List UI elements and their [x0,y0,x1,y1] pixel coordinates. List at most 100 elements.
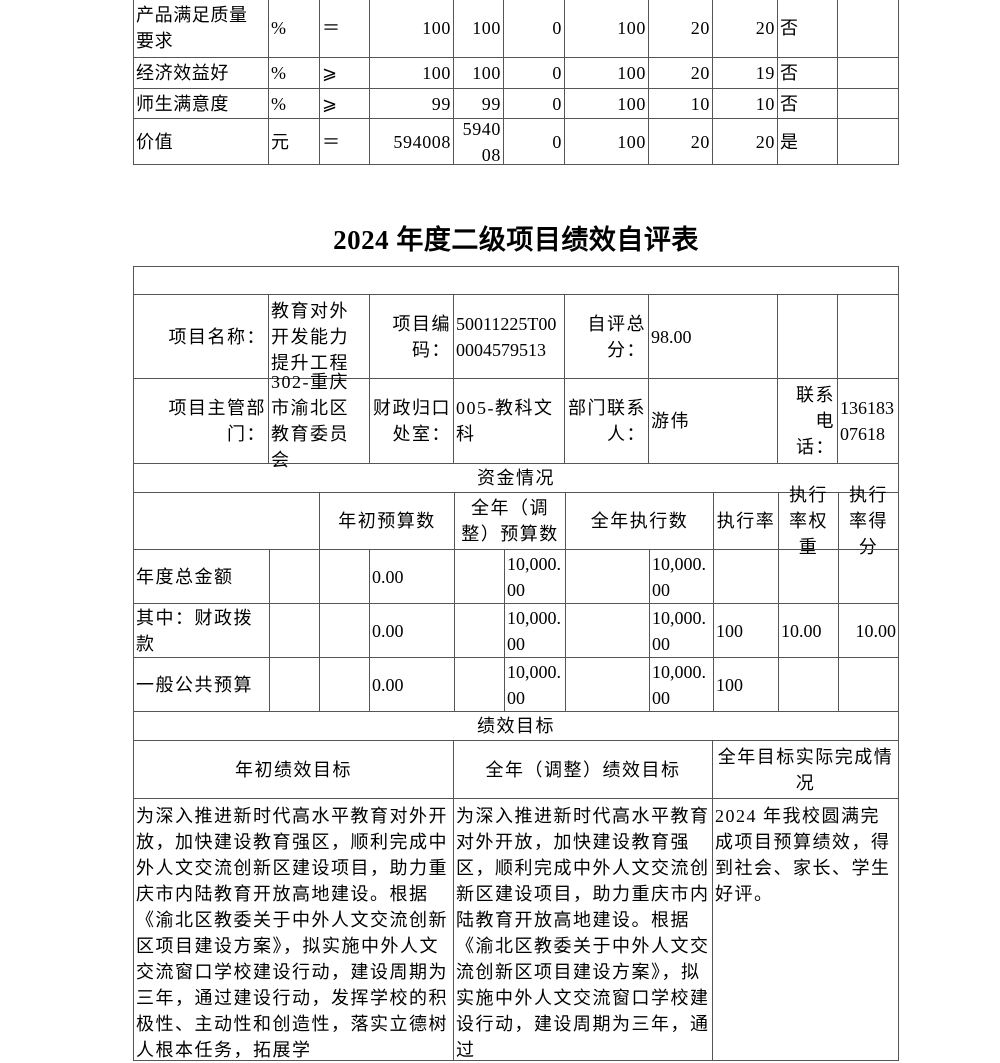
indicator-target-cell-text: 100 [422,63,451,83]
goals-header-cell: 全年目标实际完成情况 [712,740,899,799]
funds-initial-cell: 0.00 [369,549,455,604]
project-phone-cell-text: 13618307618 [840,398,894,444]
project-score-label-cell: 自评总分： [564,294,649,379]
funds-label-cell: 年度总金额 [133,549,270,604]
funds-executed-cell: 10,000.00 [649,603,714,658]
indicator-flag-cell-text: 否 [780,63,799,83]
indicator-operator-cell: ⩾ [319,88,370,119]
indicator-weight-cell-text: 20 [690,63,710,83]
goals-header-cell-text: 全年目标实际完成情况 [717,746,894,793]
funds-executed-cell: 10,000.00 [649,549,714,604]
funds-executed-cell-text: 10,000.00 [652,553,706,600]
indicator-deviation-cell-text: 0 [552,131,562,152]
indicator-flag-cell-text: 是 [780,131,799,152]
funds-label-cell-text: 其中：财政拨款 [136,607,253,654]
project-finance-label-cell-text: 财政归口处室： [373,398,451,444]
indicator-weight-cell: 20 [648,57,713,89]
indicator-score-cell-text: 19 [755,63,775,83]
project-finance-label-cell: 财政归口处室： [369,378,454,464]
project-finance-cell-text: 005-教科文科 [456,398,554,444]
funds-header-cell-text: 执行率 [716,511,776,531]
indicator-deviation-cell: 0 [503,118,565,165]
funds-initial-cell-text: 0.00 [372,566,404,587]
funds-rate-cell-text: 100 [716,620,743,641]
indicator-flag-cell: 是 [777,118,838,165]
indicator-target-cell: 100 [369,57,454,89]
funds-header-cell-text: 年初预算数 [338,511,436,531]
funds-score-cell: 10.00 [838,603,899,658]
indicator-note-cell [837,57,899,89]
indicator-flag-cell: 否 [777,0,838,58]
indicator-weight-cell: 10 [648,88,713,119]
indicator-target-cell-text: 99 [431,93,451,114]
indicator-indicator-cell: 价值 [133,118,269,165]
funds-empty-cell [565,657,650,712]
indicator-unit-cell: % [268,0,320,58]
indicator-score-cell-text: 20 [755,131,775,152]
project-code-cell: 50011225T000004579513 [453,294,565,379]
indicator-flag-cell: 否 [777,57,838,89]
goals-header-cell-text: 年初绩效目标 [235,759,352,780]
goals-section-title: 绩效目标 [133,711,899,741]
funds-header-cell-text: 执行率权重 [789,485,828,557]
indicator-indicator-cell: 经济效益好 [133,57,269,89]
funds-header-cell: 执行率得分 [838,485,899,557]
project-phone-cell: 13618307618 [837,378,899,464]
funds-adjusted-cell-text: 10,000.00 [507,661,561,708]
indicator-score-cell-text: 20 [755,18,775,38]
indicator-operator-cell: ＝ [319,118,370,165]
funds-header-cell: 执行率 [713,492,779,550]
funds-empty-cell [319,657,370,712]
indicator-note-cell [837,88,899,119]
indicator-flag-cell-text: 否 [780,18,799,38]
funds-empty-cell [454,657,505,712]
indicator-unit-cell-text: % [271,93,287,114]
project-dept-label-cell: 项目主管部门： [133,378,269,464]
funds-executed-cell: 10,000.00 [649,657,714,712]
goals-adjusted-cell: 为深入推进新时代高水平教育对外开放，加快建设教育强区，顺利完成中外人文交流创新区… [453,798,713,1061]
indicator-operator-cell-text: ＝ [322,131,341,152]
goals-header-cell-text: 全年（调整）绩效目标 [485,759,681,780]
funds-weight-cell [778,657,839,712]
indicator-rate-cell-text: 100 [617,63,646,83]
funds-initial-cell: 0.00 [369,657,455,712]
page-title: 2024 年度二级项目绩效自评表 [333,225,699,255]
goals-actual-cell: 2024 年我校圆满完成项目预算绩效，得到社会、家长、学生好评。 [712,798,899,1061]
indicator-target-cell: 594008 [369,118,454,165]
blank-header-row [133,266,899,295]
goals-section-title-text: 绩效目标 [477,716,555,736]
project-phone-label-cell-text: 联系电话： [796,385,835,457]
indicator-deviation-cell: 0 [503,0,565,58]
funds-label-cell-text: 一般公共预算 [136,674,253,695]
funds-header-cell-text: 全年执行数 [590,511,689,531]
project-contact-cell: 游伟 [648,378,778,464]
indicator-actual-cell-text: 100 [472,18,501,38]
indicator-indicator-cell-text: 价值 [136,131,174,152]
indicator-indicator-cell-text: 师生满意度 [136,93,229,114]
goals-initial-cell: 为深入推进新时代高水平教育对外开放，加快建设教育强区，顺利完成中外人文交流创新区… [133,798,454,1061]
project-contact-label-cell-text: 部门联系人： [568,398,646,444]
funds-empty-cell [269,657,320,712]
funds-label-cell: 一般公共预算 [133,657,270,712]
funds-weight-cell: 10.00 [778,603,839,658]
funds-empty-cell [269,549,320,604]
project-finance-cell: 005-教科文科 [453,378,565,464]
indicator-target-cell-text: 100 [422,18,451,38]
goals-actual-cell-text: 2024 年我校圆满完成项目预算绩效，得到社会、家长、学生好评。 [715,806,891,904]
project-dept-cell-text: 302-重庆市渝北区教育委员会 [271,372,349,470]
funds-empty-cell [454,603,505,658]
funds-weight-cell-text: 10.00 [781,620,822,641]
indicator-score-cell: 10 [712,88,778,119]
funds-score-cell [838,549,899,604]
indicator-rate-cell: 100 [564,118,649,165]
indicator-target-cell-text: 594008 [393,131,451,152]
indicator-operator-cell: ⩾ [319,57,370,89]
indicator-deviation-cell-text: 0 [552,93,562,114]
funds-executed-cell-text: 10,000.00 [652,607,706,654]
indicator-unit-cell: 元 [268,118,320,165]
indicator-flag-cell-text: 否 [780,93,799,114]
indicator-actual-cell: 100 [453,0,504,58]
goals-header-cell: 全年（调整）绩效目标 [453,740,713,799]
goals-initial-cell-text: 为深入推进新时代高水平教育对外开放，加快建设教育强区，顺利完成中外人文交流创新区… [136,806,448,1060]
funds-adjusted-cell: 10,000.00 [504,549,566,604]
